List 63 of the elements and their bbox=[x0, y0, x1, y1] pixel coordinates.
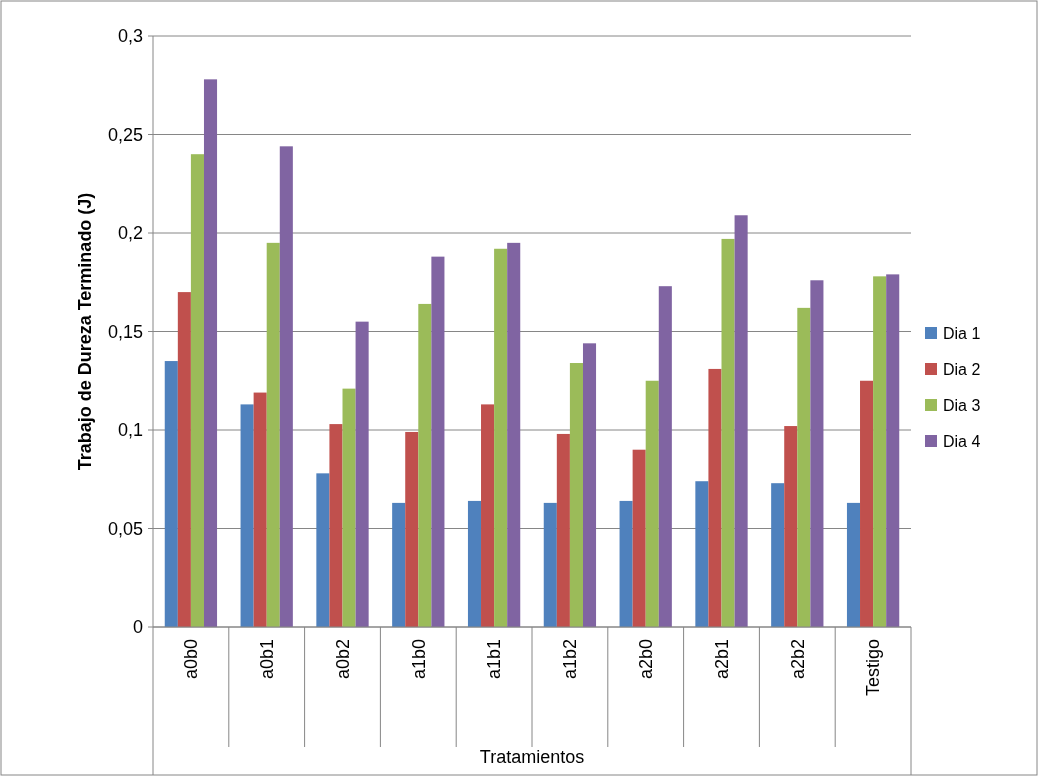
bar bbox=[507, 242, 521, 627]
bar bbox=[721, 238, 735, 627]
bar bbox=[543, 502, 557, 627]
bar bbox=[355, 321, 369, 627]
x-tick-label: a2b1 bbox=[711, 639, 732, 680]
bar bbox=[190, 154, 204, 627]
bar bbox=[418, 303, 432, 627]
y-tick-label: 0,2 bbox=[117, 223, 143, 244]
bar bbox=[784, 426, 798, 627]
x-tick-label: a2b2 bbox=[787, 639, 808, 680]
y-tick-label: 0,05 bbox=[107, 518, 143, 539]
bar bbox=[810, 280, 824, 627]
bar bbox=[279, 146, 293, 627]
legend-label: Dia 1 bbox=[943, 324, 981, 342]
x-tick-label: a2b0 bbox=[636, 639, 656, 680]
y-axis-title: Trabajo de Dureza Terminado (J) bbox=[75, 192, 95, 471]
bar bbox=[846, 502, 861, 627]
x-tick-label: a1b0 bbox=[408, 639, 429, 680]
bar bbox=[329, 424, 343, 627]
bar bbox=[886, 274, 900, 627]
y-tick-label: 0,25 bbox=[107, 124, 143, 145]
bar bbox=[342, 388, 356, 627]
x-tick-label: a1b2 bbox=[560, 639, 581, 680]
x-tick-label: Testigo bbox=[863, 639, 884, 697]
legend-label: Dia 2 bbox=[943, 360, 981, 378]
bar bbox=[266, 242, 280, 627]
y-tick-label: 0 bbox=[132, 617, 143, 638]
bar bbox=[658, 286, 672, 627]
bar bbox=[556, 433, 570, 627]
bar bbox=[771, 483, 785, 627]
x-tick-label: a1b1 bbox=[484, 639, 505, 680]
bar bbox=[734, 215, 748, 627]
bar bbox=[392, 502, 406, 627]
bar bbox=[632, 449, 646, 627]
bar bbox=[405, 431, 419, 627]
bar bbox=[582, 343, 597, 627]
bar bbox=[569, 363, 583, 627]
bar bbox=[645, 380, 659, 627]
y-tick-label: 0,3 bbox=[117, 26, 143, 47]
legend-label: Dia 4 bbox=[943, 432, 981, 450]
bar bbox=[797, 307, 811, 627]
bar bbox=[431, 256, 445, 627]
bar bbox=[177, 292, 191, 627]
bar bbox=[203, 79, 218, 627]
bar bbox=[619, 500, 633, 627]
bar bbox=[708, 368, 722, 627]
x-tick-label: a0b2 bbox=[332, 639, 353, 680]
bar bbox=[695, 481, 709, 627]
bar bbox=[481, 404, 495, 627]
x-tick-label: a0b1 bbox=[257, 639, 277, 680]
x-tick-label: a0b0 bbox=[181, 639, 202, 680]
bar bbox=[494, 248, 508, 627]
bar bbox=[873, 276, 887, 627]
bar bbox=[860, 380, 874, 627]
bar bbox=[240, 404, 254, 627]
y-tick-label: 0,15 bbox=[107, 321, 143, 342]
bar bbox=[316, 473, 330, 627]
bar bbox=[164, 361, 178, 627]
bar bbox=[253, 392, 267, 627]
legend-label: Dia 3 bbox=[943, 396, 981, 414]
x-axis-title: Tratamientos bbox=[479, 747, 585, 767]
bar bbox=[467, 500, 482, 627]
y-tick-label: 0,1 bbox=[117, 420, 143, 441]
